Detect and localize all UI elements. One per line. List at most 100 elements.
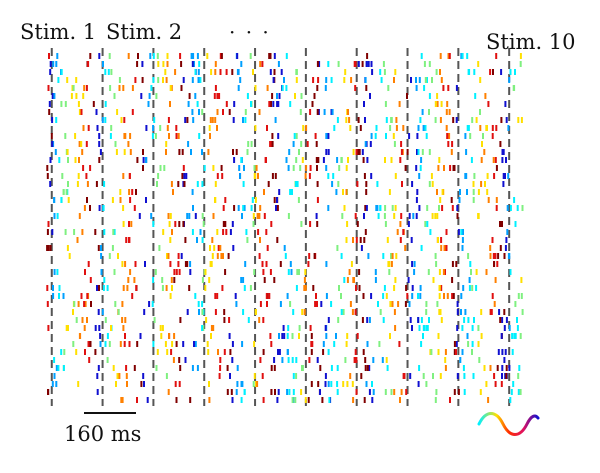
spike-mark (213, 245, 216, 251)
spike-mark (67, 197, 70, 203)
spike-mark (288, 149, 291, 155)
spike-mark (285, 53, 288, 59)
spike-mark (316, 61, 319, 67)
spike-mark (201, 301, 204, 307)
spike-mark (75, 93, 78, 99)
spike-mark (473, 317, 475, 323)
spike-mark (432, 277, 435, 283)
spike-mark (366, 317, 369, 323)
spike-mark (461, 237, 464, 243)
spike-mark (503, 325, 506, 331)
spike-mark (84, 301, 87, 307)
spike-mark (418, 365, 421, 371)
ellipsis-label: · · · (229, 20, 271, 44)
spike-mark (208, 381, 210, 387)
spike-mark (374, 269, 377, 275)
spike-mark (282, 325, 285, 331)
spike-mark (201, 149, 203, 155)
spike-mark (453, 349, 456, 355)
spike-mark (391, 205, 394, 211)
spike-mark (161, 285, 164, 291)
spike-mark (415, 77, 417, 83)
spike-mark (214, 181, 217, 187)
spike-mark (336, 389, 339, 395)
spike-mark (428, 109, 430, 115)
spike-mark (325, 77, 328, 83)
spike-mark (207, 349, 210, 355)
spike-mark (403, 373, 406, 379)
spike-mark (262, 269, 265, 275)
spike-mark (440, 77, 443, 83)
spike-mark (52, 285, 54, 291)
spike-mark (52, 61, 55, 67)
spike-mark (415, 213, 418, 219)
spike-mark (97, 309, 100, 315)
spike-mark (501, 373, 503, 379)
spike-mark (75, 317, 78, 323)
spike-mark (394, 173, 397, 179)
spike-mark (114, 141, 117, 147)
spike-mark (160, 333, 163, 339)
spike-mark (54, 149, 57, 155)
spike-mark (155, 93, 158, 99)
spike-mark (422, 325, 425, 331)
spike-mark (63, 349, 66, 355)
spike-mark (131, 109, 134, 115)
spike-mark (471, 325, 474, 331)
spike-mark (434, 117, 437, 123)
spike-mark (390, 117, 393, 123)
spike-mark (287, 165, 290, 171)
spike-mark (168, 221, 171, 227)
spike-mark (187, 101, 190, 107)
spike-mark (345, 165, 348, 171)
spike-mark (150, 213, 153, 219)
spike-mark (298, 269, 300, 275)
spike-mark (494, 277, 497, 283)
spike-mark (317, 109, 320, 115)
spike-mark (296, 181, 299, 187)
spike-mark (179, 365, 182, 371)
spike-mark (265, 261, 268, 267)
spike-mark (103, 277, 106, 283)
spike-mark (239, 173, 242, 179)
spike-mark (419, 293, 422, 299)
spike-mark (472, 197, 475, 203)
spike-mark (184, 357, 187, 363)
spike-mark (345, 117, 348, 123)
spike-mark (495, 53, 498, 59)
spike-mark (298, 333, 300, 339)
spike-mark (135, 189, 137, 195)
spike-mark (349, 301, 352, 307)
spike-mark (174, 221, 177, 227)
spike-mark (355, 389, 358, 395)
spike-mark (262, 317, 265, 323)
spike-mark (206, 341, 209, 347)
spike-mark (77, 301, 80, 307)
spike-mark (196, 365, 199, 371)
spike-mark (517, 373, 520, 379)
spike-mark (461, 245, 464, 251)
spike-mark (340, 253, 343, 259)
spike-mark (224, 221, 227, 227)
spike-mark (384, 221, 387, 227)
spike-mark (197, 69, 200, 75)
spike-mark (301, 309, 304, 315)
spike-mark (520, 293, 523, 299)
spike-mark (460, 293, 463, 299)
spike-mark (453, 165, 456, 171)
spike-mark (365, 189, 368, 195)
spike-mark (286, 293, 289, 299)
spike-mark (100, 253, 103, 259)
spike-mark (73, 229, 76, 235)
spike-mark (302, 125, 305, 131)
spike-mark (473, 173, 476, 179)
spike-mark (273, 197, 276, 203)
spike-mark (408, 213, 411, 219)
spike-mark (420, 317, 423, 323)
spike-mark (212, 213, 215, 219)
spike-mark (80, 141, 83, 147)
spike-mark (178, 149, 181, 155)
spike-mark (338, 285, 340, 291)
spike-mark (319, 365, 322, 371)
spike-mark (109, 133, 112, 139)
